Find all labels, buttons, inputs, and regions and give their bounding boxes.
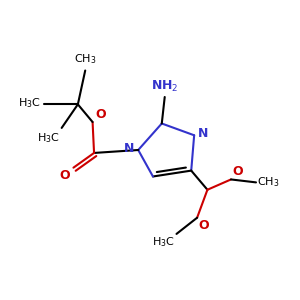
Text: O: O bbox=[60, 169, 70, 182]
Text: O: O bbox=[232, 165, 243, 178]
Text: O: O bbox=[95, 108, 106, 121]
Text: N: N bbox=[198, 127, 208, 140]
Text: CH$_3$: CH$_3$ bbox=[74, 52, 97, 66]
Text: H$_3$C: H$_3$C bbox=[152, 236, 175, 249]
Text: O: O bbox=[199, 219, 209, 232]
Text: N: N bbox=[124, 142, 135, 155]
Text: CH$_3$: CH$_3$ bbox=[257, 176, 280, 189]
Text: NH$_2$: NH$_2$ bbox=[151, 79, 178, 94]
Text: H$_3$C: H$_3$C bbox=[37, 131, 60, 145]
Text: H$_3$C: H$_3$C bbox=[18, 96, 41, 110]
